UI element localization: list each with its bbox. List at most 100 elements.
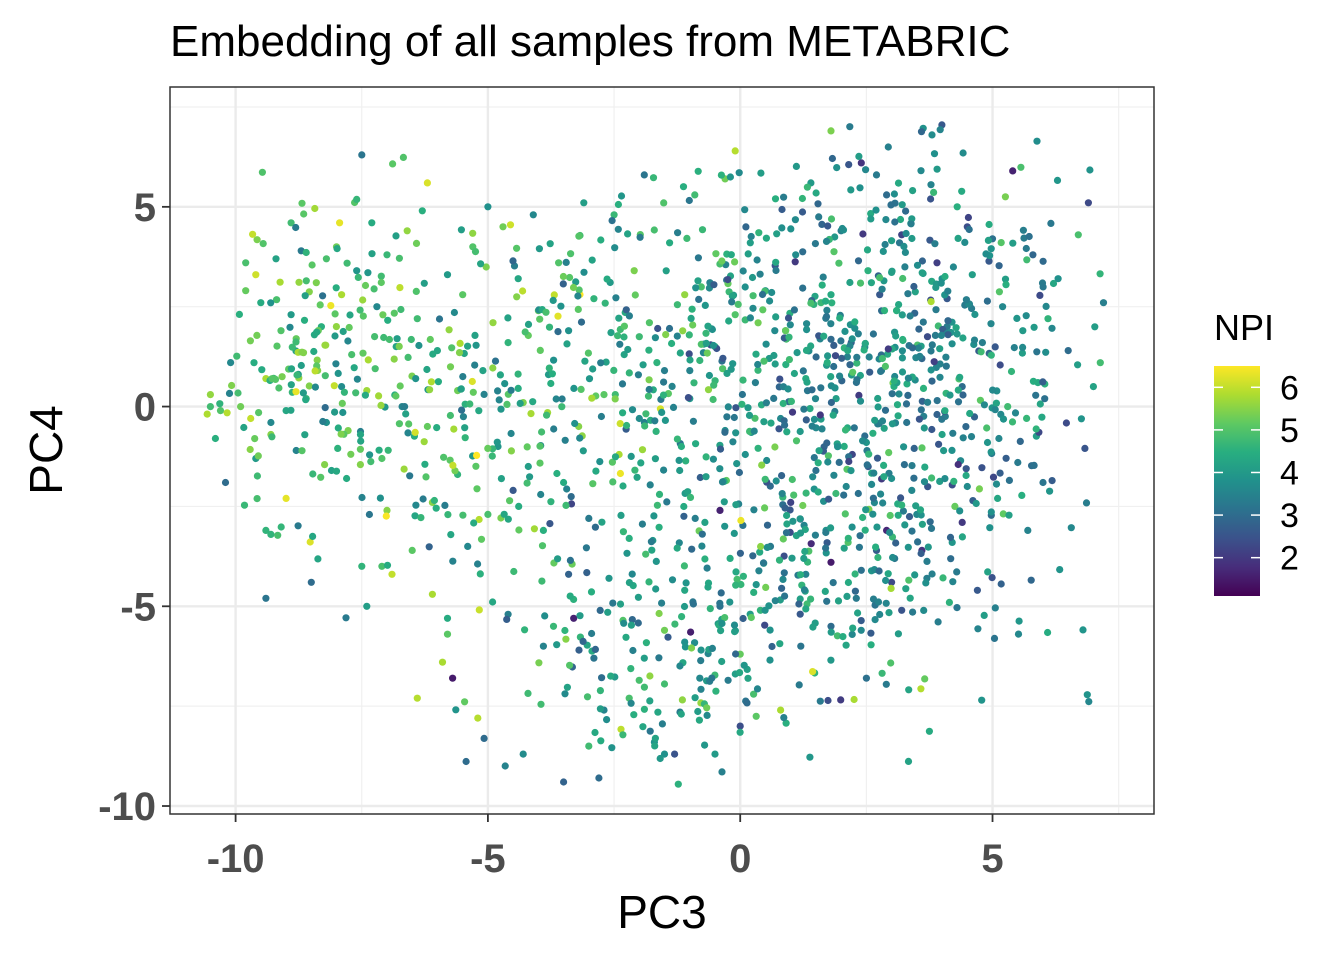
data-point [705,371,714,380]
data-point [339,408,347,417]
data-point [680,512,688,520]
data-point [1053,176,1062,184]
data-point [891,218,899,226]
data-point [759,559,768,567]
data-point [687,314,695,322]
data-point [823,439,831,447]
data-point [605,574,613,582]
data-point [888,390,896,398]
legend-tick-label: 4 [1280,454,1299,492]
data-point [751,414,759,422]
data-point [852,594,860,602]
data-point [287,311,295,319]
data-point [823,306,831,314]
data-point [995,262,1003,270]
data-point [902,585,910,593]
data-point [984,236,993,244]
data-point [301,431,309,439]
data-point [588,629,596,638]
data-point [491,357,500,365]
data-point [343,474,351,483]
data-point [617,725,625,733]
data-point [395,420,403,428]
data-point [942,353,950,361]
data-point [358,151,366,159]
data-point [300,316,309,324]
data-point [622,306,630,314]
data-point [831,233,839,241]
data-point [750,427,758,435]
data-point [616,340,624,348]
data-point [776,375,784,383]
data-point [637,459,645,467]
data-point [600,391,608,399]
data-point [513,244,521,252]
data-point [875,567,883,575]
data-point [691,639,699,647]
data-point [706,605,714,613]
data-point [995,434,1003,443]
data-point [701,301,709,309]
data-point [413,694,421,702]
data-point [779,535,787,543]
data-point [676,349,684,357]
data-point [597,236,605,244]
data-point [309,532,317,541]
data-point [782,361,790,369]
data-point [1032,391,1040,399]
data-point [888,420,897,428]
data-point [645,578,653,586]
data-point [563,485,571,493]
data-point [712,687,720,695]
data-point [999,510,1007,518]
data-point [720,498,728,506]
data-point [590,295,598,303]
data-point [717,589,725,597]
data-point [1022,244,1030,253]
data-point [869,510,877,518]
data-point [1041,395,1049,403]
data-point [807,299,815,307]
data-point [371,333,379,341]
data-point [884,345,892,353]
data-point [887,201,895,209]
data-point [941,407,949,415]
data-point [375,392,383,400]
data-point [948,340,956,348]
data-point [1024,526,1032,535]
data-point [237,403,245,411]
data-point [738,390,747,399]
data-point [698,542,706,550]
data-point [624,345,632,354]
data-point [754,360,762,369]
data-point [928,341,936,349]
data-point [438,658,447,666]
data-point [616,420,624,428]
data-point [689,600,698,608]
data-point [553,641,561,649]
data-point [446,411,454,420]
data-point [942,362,950,370]
data-point [660,199,668,207]
data-point [869,429,877,437]
data-point [635,333,643,341]
data-point [928,377,936,385]
data-point [874,403,882,411]
data-points [203,121,1108,788]
data-point [662,267,670,275]
data-point [917,685,925,693]
data-point [888,578,896,586]
data-point [867,210,875,218]
data-point [538,428,546,436]
data-point [884,570,892,578]
data-point [903,418,911,427]
data-point [780,569,788,577]
data-point [646,697,654,705]
data-point [356,445,364,453]
data-point [333,245,341,253]
data-point [252,271,260,279]
data-point [642,639,651,647]
data-point [547,379,555,388]
data-point [411,428,419,436]
data-point [893,306,901,315]
